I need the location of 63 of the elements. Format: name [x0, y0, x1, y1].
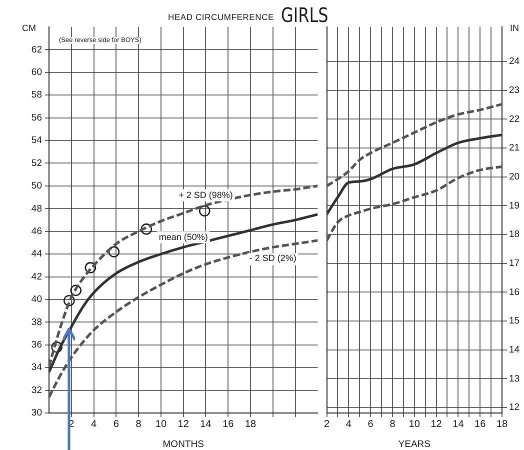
- y-tick-label: 50: [31, 180, 42, 192]
- series-label: + 2 SD (98%): [178, 190, 233, 200]
- x-tick-label: 10: [155, 418, 167, 430]
- y-tick-label: 32: [31, 384, 42, 396]
- y-tick-label: 52: [31, 158, 42, 169]
- y2-tick-label: 21: [509, 142, 520, 154]
- x-tick-label: 16: [474, 418, 486, 430]
- x-tick-label: 2: [324, 418, 330, 430]
- x-tick-label: 18: [496, 418, 508, 430]
- y2-tick-label: 17: [509, 258, 520, 270]
- y2-tick-label: 22: [509, 114, 520, 125]
- y-tick-label: 54: [31, 135, 42, 146]
- chart-title: HEAD CIRCUMFERENCE: [168, 12, 274, 22]
- point: [84, 262, 96, 274]
- y-tick-label: 62: [31, 44, 42, 56]
- y2-tick-label: 16: [509, 286, 520, 298]
- x-tick-label: 6: [368, 418, 374, 430]
- x-tick-label: 6: [113, 418, 120, 430]
- y-tick-label: 44: [31, 248, 42, 260]
- x-tick-label: 12: [430, 418, 442, 430]
- y-tick-label: 38: [31, 316, 42, 328]
- series-label: - 2 SD (2%): [249, 253, 296, 264]
- y2-tick-label: 24: [509, 56, 520, 68]
- y-tick-label: 40: [31, 294, 42, 306]
- point: [140, 223, 152, 235]
- x-axis-title: MONTHS: [162, 438, 204, 450]
- y-tick-label: 36: [31, 340, 42, 351]
- y-tick-label: 30: [31, 408, 42, 419]
- y-tick-label: 58: [31, 90, 42, 101]
- y-axis-title: CM: [22, 23, 36, 33]
- y-tick-label: 46: [31, 226, 42, 237]
- point: [108, 246, 120, 258]
- y2-tick-label: 20: [509, 172, 520, 183]
- x-tick-label: 18: [244, 418, 257, 430]
- x-axis-title: YEARS: [398, 438, 430, 450]
- point: [198, 205, 210, 217]
- point: [64, 294, 75, 306]
- x-tick-label: 4: [346, 418, 352, 430]
- y2-tick-label: 23: [509, 85, 520, 96]
- chart-subtitle: GIRLS: [281, 3, 328, 27]
- y2-tick-label: 13: [509, 373, 520, 384]
- x-tick-label: 12: [178, 418, 190, 430]
- y-tick-label: 56: [31, 112, 42, 124]
- y2-tick-label: 12: [509, 402, 520, 414]
- y2-tick-label: 18: [509, 229, 520, 240]
- x-tick-label: 16: [222, 418, 234, 430]
- x-tick-label: 8: [136, 418, 142, 430]
- y-tick-label: 60: [31, 67, 42, 78]
- y-tick-label: 34: [31, 362, 42, 374]
- x-tick-label: 8: [390, 418, 396, 430]
- x-tick-label: 14: [452, 418, 464, 430]
- x-tick-label: 10: [408, 418, 420, 430]
- y-tick-label: 42: [31, 271, 42, 282]
- point: [70, 284, 82, 296]
- x-tick-label: 4: [91, 418, 97, 430]
- point: [51, 342, 62, 353]
- y2-tick-label: 19: [509, 200, 520, 212]
- y2-axis-title: IN: [510, 23, 519, 33]
- x-tick-label: 14: [200, 418, 212, 430]
- y2-tick-label: 15: [509, 316, 520, 327]
- y-tick-label: 48: [31, 203, 42, 214]
- y2-tick-label: 14: [509, 344, 520, 356]
- series-label: mean (50%): [158, 232, 208, 242]
